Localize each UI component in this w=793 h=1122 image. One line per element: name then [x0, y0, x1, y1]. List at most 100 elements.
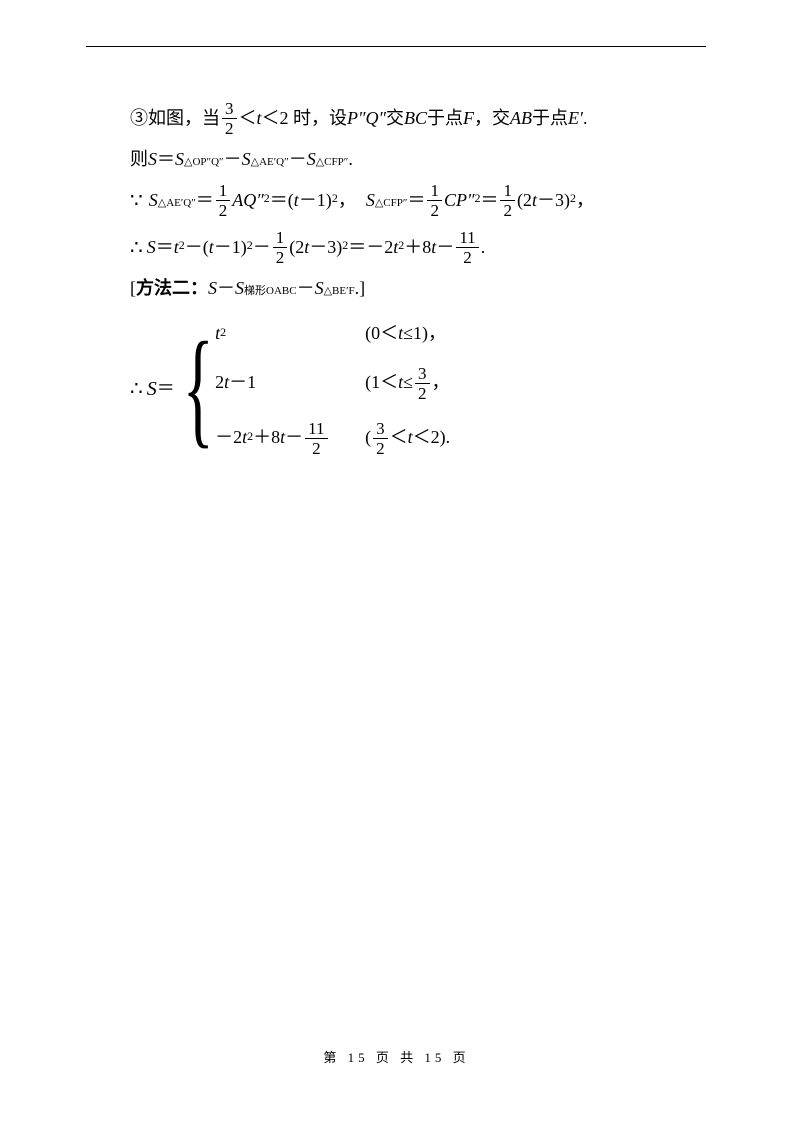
l1-pq: P″Q″: [347, 106, 386, 131]
c3-cfrac: 3 2: [373, 420, 388, 457]
l2-sub1: △OP″Q″: [184, 155, 224, 170]
l3-S2: S: [366, 188, 375, 213]
l2-eq: ＝: [157, 147, 175, 172]
l2-sub2: △AE′Q″: [251, 155, 289, 170]
l1-prefix: ③如图，当: [130, 106, 220, 131]
l3-eq2: ＝(: [270, 188, 294, 213]
l2-end: .: [348, 147, 353, 172]
because-icon: ∵: [130, 187, 143, 215]
c2-cond: (1＜: [365, 370, 398, 395]
l2-S1: S: [175, 147, 184, 172]
l2-minus: －: [224, 147, 242, 172]
l4-sq2: 2: [247, 237, 253, 254]
c1-sq: 2: [220, 324, 226, 341]
l3-eq4: ＝: [480, 188, 498, 213]
l3-sq4: 2: [570, 190, 576, 207]
c3-clt: ＜: [390, 425, 408, 450]
l1-f: F: [463, 106, 474, 131]
l3-comma: ，: [338, 188, 356, 213]
l4-half: 1 2: [273, 229, 288, 266]
l3-S1: S: [149, 188, 158, 213]
c2-end: －1: [229, 370, 256, 395]
l1-mid2: 于点: [427, 106, 463, 131]
case-1: t 2 (0＜ t ≤1)，: [215, 321, 450, 346]
l5-minus2: －: [297, 276, 315, 301]
l3-CP: CP″: [444, 188, 475, 213]
l3-eq3: ＝: [407, 188, 425, 213]
l2-sub3: △CFP″: [316, 155, 349, 170]
l3-sq: 2: [264, 190, 270, 207]
l4-end: .: [481, 235, 486, 260]
l4-minus4: －: [436, 235, 454, 260]
l5-minus: －: [217, 276, 235, 301]
c3-frac: 11 2: [305, 420, 327, 457]
l4-sq4: 2: [398, 237, 404, 254]
case-2: 2 t －1 (1＜ t ≤ 3 2 ，: [215, 365, 450, 402]
piecewise-cases: t 2 (0＜ t ≤1)， 2 t －1: [215, 321, 450, 456]
l2-minus2: －: [289, 147, 307, 172]
line-4: ∴ S ＝ t 2 －( t －1) 2 － 1 2 (2 t －3) 2 ＝－…: [130, 229, 670, 266]
l4-sq: 2: [179, 237, 185, 254]
l4-paren: (2: [289, 235, 304, 260]
l1-lt2: ＜2 时，设: [262, 106, 348, 131]
therefore-icon: ∴: [130, 234, 143, 262]
c3-cend: ＜2).: [413, 425, 451, 450]
l5-label: 方法二：: [136, 276, 208, 301]
l5-sub2: △BE′F: [324, 284, 355, 299]
l3-m3: －3): [537, 188, 570, 213]
line-3: ∵ S △AE′Q″ ＝ 1 2 AQ″ 2 ＝( t －1) 2 ， S △C…: [130, 182, 670, 219]
line-1: ③如图，当 3 2 ＜ t ＜2 时，设 P″Q″ 交 BC 于点 F ，交 A…: [130, 100, 670, 137]
l3-half3: 1 2: [500, 182, 515, 219]
l5-S1: S: [235, 276, 244, 301]
l3-half2: 1 2: [427, 182, 442, 219]
c1-cond: (0＜: [365, 321, 398, 346]
c3-minus: －: [285, 425, 303, 450]
piecewise-function: ∴ S ＝ { t 2 (0＜ t ≤1)，: [130, 321, 670, 456]
c3-sq: 2: [247, 428, 253, 445]
c2-le: ≤: [403, 370, 413, 395]
l3-sq3: 2: [474, 190, 480, 207]
l5-S: S: [208, 276, 217, 301]
l3-m1: －1): [299, 188, 332, 213]
l1-mid: 交: [386, 106, 404, 131]
l3-AQ: AQ″: [232, 188, 264, 213]
l3-sq2: 2: [332, 190, 338, 207]
c1-cend: ≤1)，: [403, 321, 446, 346]
l1-end: .: [583, 106, 588, 131]
l3-eq: ＝: [196, 188, 214, 213]
l2-S2: S: [242, 147, 251, 172]
l1-lt1: ＜: [239, 106, 257, 131]
l4-m3: －3): [309, 235, 342, 260]
line-2: 则 S ＝ S △OP″Q″ － S △AE′Q″ － S △CFP″ .: [130, 147, 670, 172]
pw-therefore: ∴: [130, 375, 143, 403]
l4-minus2: －: [253, 235, 271, 260]
l4-frac: 11 2: [456, 229, 478, 266]
c2-2: 2: [215, 370, 224, 395]
math-content: ③如图，当 3 2 ＜ t ＜2 时，设 P″Q″ 交 BC 于点 F ，交 A…: [130, 100, 670, 457]
pw-S: S: [147, 375, 157, 403]
l3-comma2: ，: [576, 188, 594, 213]
line-5: [ 方法二： S － S 梯形OABC － S △BE′F .]: [130, 276, 670, 301]
l5-end: .]: [355, 276, 366, 301]
l4-sq3: 2: [342, 237, 348, 254]
top-rule: [86, 46, 706, 47]
l1-mid3: ，交: [474, 106, 510, 131]
l3-sub2: △CFP″: [375, 196, 408, 211]
pw-eq: ＝: [157, 376, 175, 401]
l3-sub1: △AE′Q″: [158, 196, 196, 211]
l2-S: S: [148, 147, 157, 172]
l3-half1: 1 2: [216, 182, 231, 219]
l1-mid4: 于点: [532, 106, 568, 131]
l1-bc: BC: [404, 106, 427, 131]
l1-ab: AB: [510, 106, 532, 131]
c2-frac: 3 2: [415, 365, 430, 402]
l4-minus: －(: [185, 235, 209, 260]
l4-eq2: ＝－2: [348, 235, 393, 260]
l4-S: S: [147, 235, 156, 260]
case-3: －2 t 2 ＋8 t － 11 2 ( 3: [215, 420, 450, 457]
l1-frac: 3 2: [222, 100, 237, 137]
c3-neg: －2: [215, 425, 242, 450]
c2-cend: ，: [432, 370, 450, 395]
c3-copen: (: [365, 425, 371, 450]
c3-plus: ＋8: [253, 425, 280, 450]
